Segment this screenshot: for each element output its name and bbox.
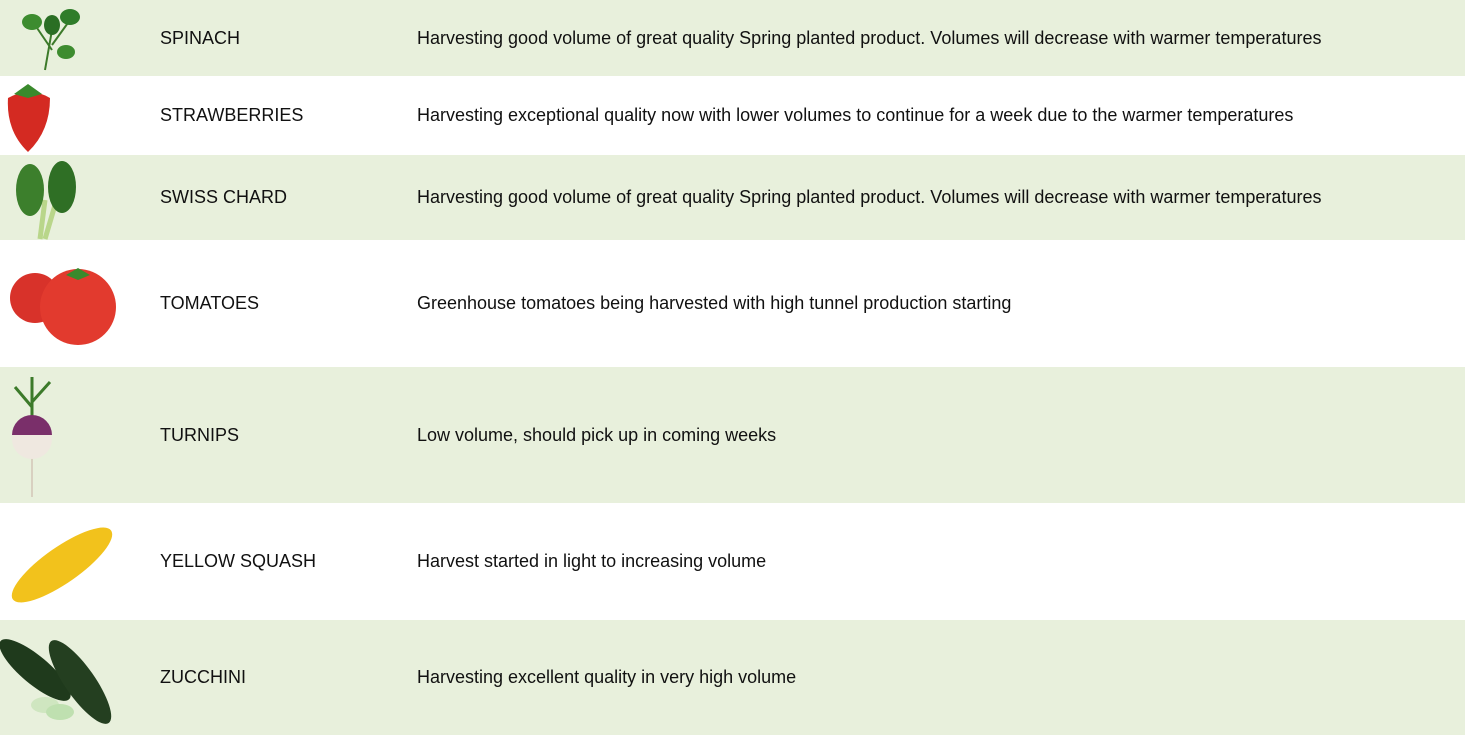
chard-icon xyxy=(0,155,110,240)
product-description: Harvesting exceptional quality now with … xyxy=(417,102,1427,129)
icon xyxy=(0,0,150,76)
icon xyxy=(0,367,150,503)
product-name: SPINACH xyxy=(150,28,417,49)
icon xyxy=(0,503,150,620)
row: SPINACH Harvesting good volume of great … xyxy=(0,0,1465,76)
icon xyxy=(0,240,150,367)
row: TOMATOES Greenhouse tomatoes being harve… xyxy=(0,240,1465,367)
product-name: TURNIPS xyxy=(150,425,417,446)
row: SWISS CHARD Harvesting good volume of gr… xyxy=(0,155,1465,240)
spinach-icon xyxy=(0,0,110,76)
row: YELLOW SQUASH Harvest started in light t… xyxy=(0,503,1465,620)
tomato-icon xyxy=(0,240,125,367)
zucchini-icon xyxy=(0,620,125,735)
product-description: Greenhouse tomatoes being harvested with… xyxy=(417,290,1427,317)
row: TURNIPS Low volume, should pick up in co… xyxy=(0,367,1465,503)
icon xyxy=(0,620,150,735)
icon xyxy=(0,155,150,240)
product-name: TOMATOES xyxy=(150,293,417,314)
product-description: Harvesting good volume of great quality … xyxy=(417,184,1427,211)
product-name: ZUCCHINI xyxy=(150,667,417,688)
product-name: YELLOW SQUASH xyxy=(150,551,417,572)
product-description: Low volume, should pick up in coming wee… xyxy=(417,422,1427,449)
row: ZUCCHINI Harvesting excellent quality in… xyxy=(0,620,1465,735)
squash-icon xyxy=(0,503,125,620)
strawberry-icon xyxy=(0,76,110,155)
turnip-icon xyxy=(0,367,110,503)
produce-table: SPINACH Harvesting good volume of great … xyxy=(0,0,1465,735)
product-description: Harvesting good volume of great quality … xyxy=(417,25,1427,52)
product-name: STRAWBERRIES xyxy=(150,105,417,126)
product-description: Harvest started in light to increasing v… xyxy=(417,548,1427,575)
row: STRAWBERRIES Harvesting exceptional qual… xyxy=(0,76,1465,155)
product-name: SWISS CHARD xyxy=(150,187,417,208)
icon xyxy=(0,76,150,155)
product-description: Harvesting excellent quality in very hig… xyxy=(417,664,1427,691)
